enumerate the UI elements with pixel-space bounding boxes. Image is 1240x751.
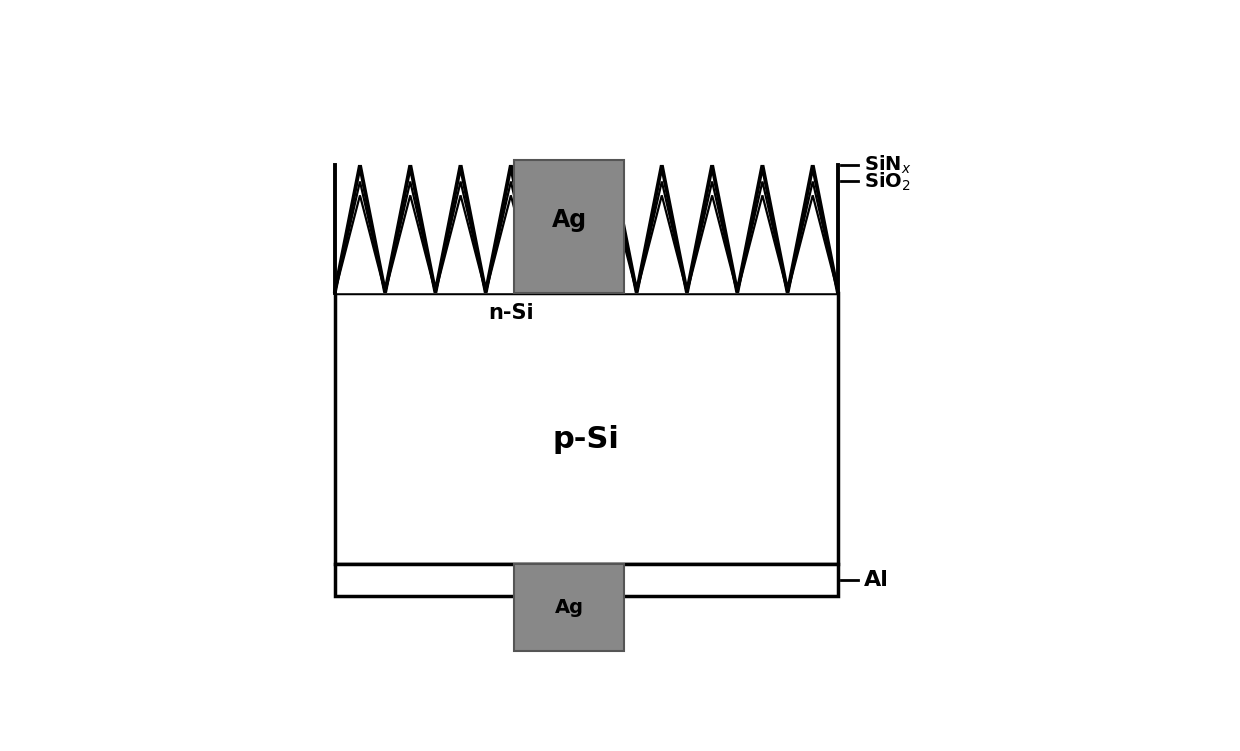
Text: SiN$_x$: SiN$_x$: [864, 154, 911, 176]
Text: p-Si: p-Si: [553, 426, 620, 454]
Bar: [515, 564, 624, 651]
Bar: [335, 564, 838, 596]
Polygon shape: [335, 165, 838, 292]
Text: SiO$_2$: SiO$_2$: [864, 170, 910, 193]
Text: Ag: Ag: [554, 599, 584, 617]
Bar: [335, 292, 838, 564]
Text: n-Si: n-Si: [489, 303, 534, 323]
Text: Al: Al: [864, 570, 889, 590]
Bar: [515, 159, 624, 292]
Text: Ag: Ag: [552, 208, 587, 232]
